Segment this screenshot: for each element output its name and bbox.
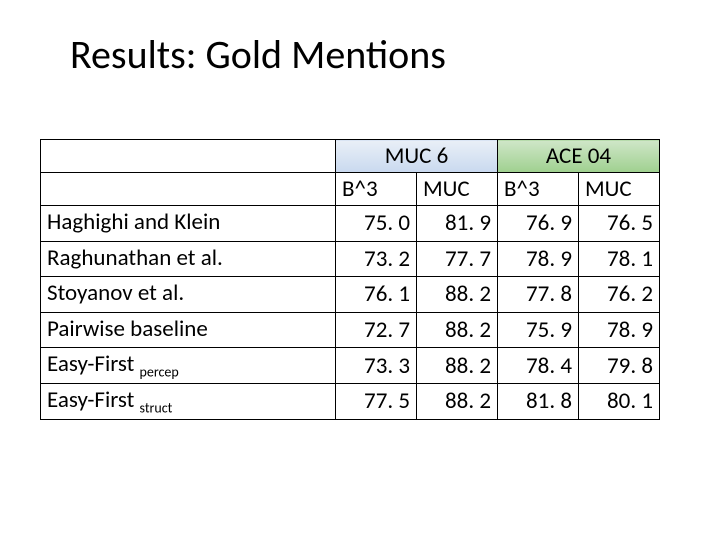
group-header-muc6: MUC 6: [336, 140, 498, 173]
slide-title: Results: Gold Mentions: [70, 30, 720, 79]
sub-header: B^3: [336, 173, 417, 206]
cell: 88. 2: [417, 383, 498, 419]
row-label: Pairwise baseline: [41, 312, 336, 348]
cell: 76. 5: [578, 206, 659, 242]
row-label: Raghunathan et al.: [41, 241, 336, 277]
table-header-sub-row: B^3 MUC B^3 MUC: [41, 173, 660, 206]
cell: 73. 2: [336, 241, 417, 277]
cell: 88. 2: [417, 348, 498, 384]
table-row: Easy-First struct 77. 5 88. 2 81. 8 80. …: [41, 383, 660, 419]
sub-header: MUC: [417, 173, 498, 206]
cell: 77. 7: [417, 241, 498, 277]
cell: 76. 2: [578, 277, 659, 313]
cell: 77. 5: [336, 383, 417, 419]
cell: 78. 4: [498, 348, 579, 384]
row-label: Haghighi and Klein: [41, 206, 336, 242]
cell: 73. 3: [336, 348, 417, 384]
cell: 72. 7: [336, 312, 417, 348]
cell: 76. 9: [498, 206, 579, 242]
cell: 76. 1: [336, 277, 417, 313]
table-header-group-row: MUC 6 ACE 04: [41, 140, 660, 173]
cell: 78. 9: [578, 312, 659, 348]
cell: 78. 1: [578, 241, 659, 277]
cell: 81. 9: [417, 206, 498, 242]
sub-header: MUC: [578, 173, 659, 206]
sub-header: B^3: [498, 173, 579, 206]
cell: 79. 8: [578, 348, 659, 384]
table-row: Pairwise baseline 72. 7 88. 2 75. 9 78. …: [41, 312, 660, 348]
cell: 78. 9: [498, 241, 579, 277]
row-label: Stoyanov et al.: [41, 277, 336, 313]
row-label: Easy-First percep: [41, 348, 336, 384]
table-row: Easy-First percep 73. 3 88. 2 78. 4 79. …: [41, 348, 660, 384]
group-header-ace04: ACE 04: [498, 140, 660, 173]
cell: 80. 1: [578, 383, 659, 419]
corner-cell-2: [41, 173, 336, 206]
cell: 88. 2: [417, 277, 498, 313]
cell: 81. 8: [498, 383, 579, 419]
cell: 75. 0: [336, 206, 417, 242]
cell: 75. 9: [498, 312, 579, 348]
table-row: Raghunathan et al. 73. 2 77. 7 78. 9 78.…: [41, 241, 660, 277]
cell: 77. 8: [498, 277, 579, 313]
table-row: Haghighi and Klein 75. 0 81. 9 76. 9 76.…: [41, 206, 660, 242]
table-row: Stoyanov et al. 76. 1 88. 2 77. 8 76. 2: [41, 277, 660, 313]
results-table: MUC 6 ACE 04 B^3 MUC B^3 MUC Haghighi an…: [40, 139, 660, 420]
slide: Results: Gold Mentions MUC 6 ACE 04 B^3 …: [0, 0, 720, 540]
row-label: Easy-First struct: [41, 383, 336, 419]
cell: 88. 2: [417, 312, 498, 348]
results-table-container: MUC 6 ACE 04 B^3 MUC B^3 MUC Haghighi an…: [40, 139, 660, 420]
corner-cell: [41, 140, 336, 173]
